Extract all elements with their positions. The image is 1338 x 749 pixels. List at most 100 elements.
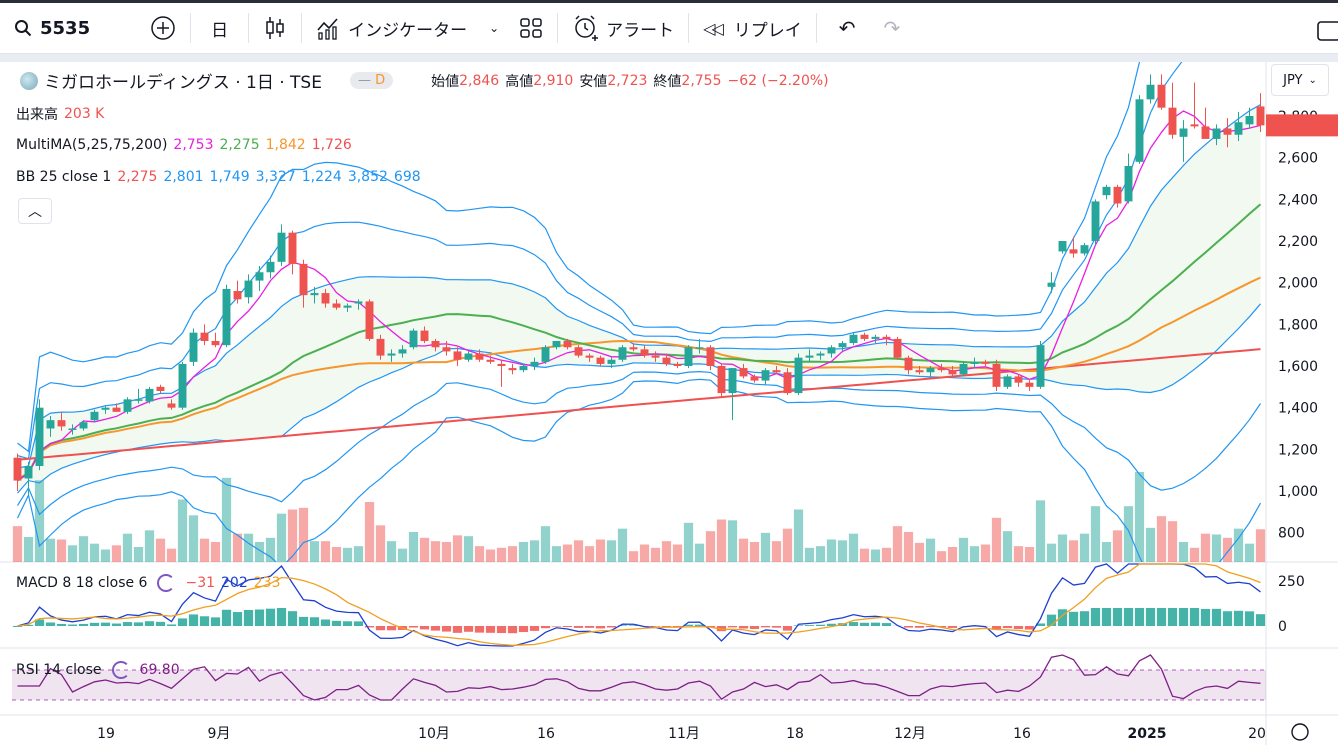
candle-body <box>564 341 572 347</box>
currency-button[interactable]: JPY ⌄ <box>1271 64 1329 96</box>
macd-hist-bar <box>288 611 297 626</box>
bb-value: 1,749 <box>210 169 250 185</box>
loading-icon <box>112 661 130 679</box>
volume-bar <box>321 541 330 562</box>
time-tick-label: 16 <box>537 726 555 742</box>
volume-bar <box>200 539 209 562</box>
candle-body <box>894 339 902 358</box>
rsi-label: RSI 14 close <box>16 662 102 678</box>
indicators-button[interactable]: インジケーター ⌄ <box>306 8 509 48</box>
symbol-logo-icon <box>20 72 38 90</box>
candle-body <box>124 399 132 412</box>
macd-legend[interactable]: MACD 8 18 close 6 −31 202 233 <box>16 574 280 592</box>
candle-body <box>542 347 550 362</box>
macd-hist-bar <box>1190 608 1199 626</box>
compare-button[interactable] <box>140 8 186 48</box>
candle-body <box>641 349 649 355</box>
macd-hist-bar <box>497 626 506 633</box>
volume-bar <box>277 514 286 562</box>
candle-body <box>982 362 990 364</box>
redo-button[interactable]: ↷ <box>874 8 911 48</box>
candle-body <box>1246 116 1254 124</box>
volume-bar <box>497 548 506 562</box>
volume-bar <box>398 549 407 562</box>
macd-hist-bar <box>420 626 429 629</box>
alert-button[interactable]: アラート <box>562 8 684 48</box>
symbol-search[interactable]: 5535 <box>0 8 100 48</box>
macd-hist-bar <box>607 626 616 627</box>
candle-body <box>1235 122 1243 135</box>
volume-bar <box>134 547 143 562</box>
macd-hist-bar <box>1047 615 1056 626</box>
bb-legend[interactable]: BB 25 close 1 2,275 2,801 1,749 3,327 1,… <box>16 169 421 185</box>
volume-bar <box>662 541 671 562</box>
status-badge[interactable]: — D <box>350 72 393 89</box>
volume-bar <box>123 534 132 562</box>
volume-bar <box>167 549 176 562</box>
volume-bar <box>629 551 638 562</box>
collapse-legend-button[interactable]: ︿ <box>18 198 52 224</box>
volume-bar <box>607 540 616 562</box>
volume-bar <box>112 545 121 562</box>
chart-type-button[interactable] <box>253 8 297 48</box>
macd-hist-bar <box>387 626 396 630</box>
candle-body <box>25 466 33 479</box>
volume-bar <box>563 545 572 563</box>
macd-hist-bar <box>585 626 594 628</box>
ma-legend[interactable]: MultiMA(5,25,75,200) 2,753 2,275 1,842 1… <box>16 137 352 153</box>
grid-icon <box>519 16 543 40</box>
ma25-value: 2,275 <box>220 137 260 153</box>
undo-icon: ↶ <box>839 16 856 40</box>
bb-value: 3,852 <box>348 169 388 185</box>
candle-body <box>619 347 627 360</box>
volume-bar <box>222 478 231 562</box>
volume-bar <box>926 539 935 562</box>
rsi-legend[interactable]: RSI 14 close 69.80 <box>16 661 180 679</box>
volume-bar <box>695 544 704 562</box>
candle-body <box>421 331 429 341</box>
macd-hist-bar <box>563 626 572 627</box>
candle-body <box>1059 241 1067 251</box>
volume-bar <box>596 540 605 563</box>
candle-body <box>1202 126 1210 138</box>
candle-body <box>157 387 165 391</box>
settings-gear-icon <box>1292 724 1308 740</box>
candle-body <box>883 337 891 339</box>
volume-bar <box>1256 529 1265 562</box>
volume-bar <box>904 532 913 562</box>
candle-body <box>311 293 319 295</box>
open-value: 2,846 <box>459 73 499 89</box>
volume-bar <box>893 526 902 562</box>
volume-bar <box>717 520 726 563</box>
candle-body <box>586 356 594 358</box>
volume-bar <box>1091 506 1100 562</box>
macd-hist-bar <box>541 626 550 628</box>
volume-bar <box>1058 535 1067 563</box>
macd-tick-label: 0 <box>1278 619 1287 635</box>
chart-area[interactable]: 2,8002,6002,4002,2002,0001,8001,6001,400… <box>0 54 1338 745</box>
volume-bar <box>145 530 154 562</box>
layouts-button[interactable] <box>509 8 553 48</box>
volume-bar <box>618 529 627 562</box>
chart-canvas[interactable]: 2,8002,6002,4002,2002,0001,8001,6001,400… <box>0 54 1338 745</box>
macd-hist-bar <box>1201 609 1210 626</box>
volume-bar <box>244 534 253 562</box>
volume-bar <box>1212 535 1221 563</box>
interval-button[interactable]: 日 <box>195 8 244 48</box>
macd-hist-bar <box>431 626 440 631</box>
fullscreen-button[interactable] <box>1306 11 1338 51</box>
volume-bar <box>937 551 946 562</box>
price-tick-label: 2,400 <box>1278 192 1318 208</box>
volume-bar <box>541 526 550 562</box>
volume-bar <box>57 540 66 563</box>
macd-hist-bar <box>750 626 759 629</box>
volume-bar <box>519 542 528 562</box>
volume-bar <box>640 545 649 563</box>
replay-label: リプレイ <box>734 16 802 41</box>
candle-body <box>410 331 418 348</box>
pane-top-gap <box>0 54 1338 62</box>
macd-hist-bar <box>1256 614 1265 626</box>
replay-button[interactable]: ◁◁ リプレイ <box>693 8 812 48</box>
macd-hist-bar <box>1223 611 1232 626</box>
undo-button[interactable]: ↶ <box>821 8 874 48</box>
